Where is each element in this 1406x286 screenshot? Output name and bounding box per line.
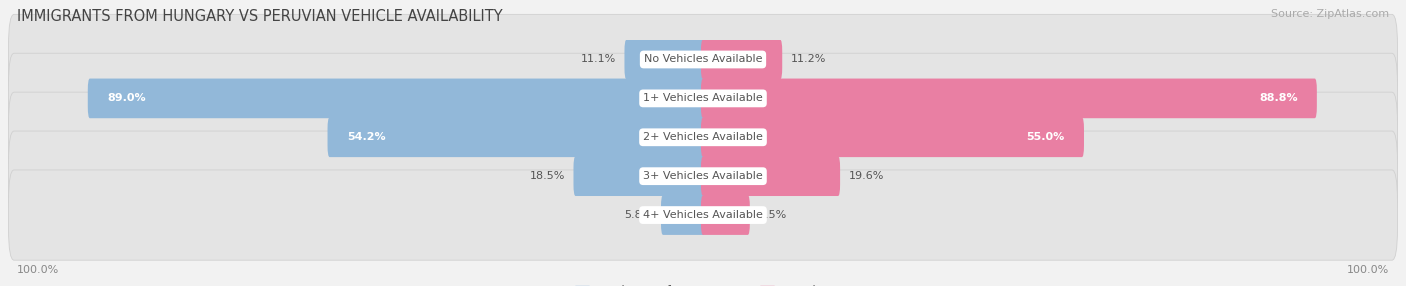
FancyBboxPatch shape [8,14,1398,105]
Text: 89.0%: 89.0% [107,94,146,103]
FancyBboxPatch shape [702,40,782,79]
Text: 18.5%: 18.5% [530,171,565,181]
FancyBboxPatch shape [8,53,1398,144]
Text: No Vehicles Available: No Vehicles Available [644,55,762,64]
Text: 11.2%: 11.2% [790,55,825,64]
Text: 19.6%: 19.6% [848,171,884,181]
FancyBboxPatch shape [87,79,704,118]
FancyBboxPatch shape [8,170,1398,260]
Text: 2+ Vehicles Available: 2+ Vehicles Available [643,132,763,142]
FancyBboxPatch shape [8,92,1398,182]
Text: 54.2%: 54.2% [347,132,385,142]
FancyBboxPatch shape [702,156,841,196]
FancyBboxPatch shape [328,118,704,157]
FancyBboxPatch shape [702,195,749,235]
Text: 5.8%: 5.8% [624,210,652,220]
Text: 6.5%: 6.5% [758,210,786,220]
Text: 55.0%: 55.0% [1026,132,1064,142]
Text: 100.0%: 100.0% [17,265,59,275]
Text: 88.8%: 88.8% [1258,94,1298,103]
FancyBboxPatch shape [702,118,1084,157]
Text: 11.1%: 11.1% [581,55,616,64]
Text: 3+ Vehicles Available: 3+ Vehicles Available [643,171,763,181]
FancyBboxPatch shape [661,195,704,235]
FancyBboxPatch shape [8,131,1398,221]
Text: 4+ Vehicles Available: 4+ Vehicles Available [643,210,763,220]
Text: 1+ Vehicles Available: 1+ Vehicles Available [643,94,763,103]
Text: Source: ZipAtlas.com: Source: ZipAtlas.com [1271,9,1389,19]
FancyBboxPatch shape [702,79,1317,118]
Text: IMMIGRANTS FROM HUNGARY VS PERUVIAN VEHICLE AVAILABILITY: IMMIGRANTS FROM HUNGARY VS PERUVIAN VEHI… [17,9,502,23]
Legend: Immigrants from Hungary, Peruvian: Immigrants from Hungary, Peruvian [569,280,837,286]
Text: 100.0%: 100.0% [1347,265,1389,275]
FancyBboxPatch shape [624,40,704,79]
FancyBboxPatch shape [574,156,704,196]
